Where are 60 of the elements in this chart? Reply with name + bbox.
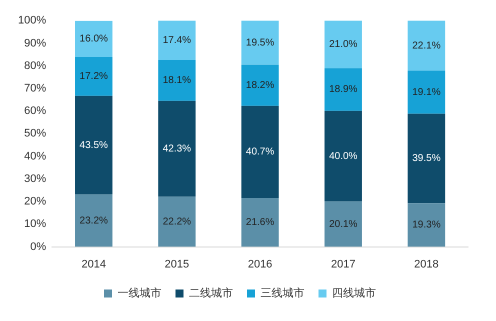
legend-label: 一线城市 [118, 286, 162, 300]
data-label: 16.0% [80, 34, 108, 45]
y-tick-label: 80% [24, 60, 46, 72]
x-tick-label: 2015 [164, 258, 190, 270]
x-tick-label: 2014 [81, 258, 106, 270]
bar [75, 20, 112, 58]
bar [241, 106, 279, 198]
y-tick-label: 20% [24, 196, 46, 208]
data-label: 18.9% [329, 84, 358, 96]
data-label: 22.2% [162, 216, 192, 228]
bar [158, 20, 196, 60]
data-label: 19.1% [412, 86, 441, 98]
bar [158, 100, 196, 197]
bar [408, 20, 446, 71]
bar [324, 20, 362, 68]
y-tick-label: 70% [24, 82, 46, 94]
bar [75, 194, 112, 247]
bar [241, 198, 279, 247]
bar [324, 68, 362, 111]
y-tick-label: 100% [18, 14, 46, 27]
data-label: 43.5% [80, 140, 108, 151]
y-tick-label: 30% [24, 172, 46, 185]
data-label: 42.3% [162, 143, 192, 154]
bar [158, 60, 196, 101]
legend-label: 三线城市 [260, 286, 304, 300]
data-label: 22.1% [412, 40, 441, 52]
y-tick-label: 40% [24, 150, 46, 162]
bar [75, 57, 112, 96]
data-label: 40.7% [246, 146, 274, 158]
data-label: 17.4% [162, 35, 192, 46]
data-label: 17.2% [80, 71, 108, 82]
bar [408, 203, 446, 247]
x-tick-label: 2017 [331, 258, 356, 270]
y-tick-label: 10% [24, 218, 46, 230]
bar [324, 110, 362, 202]
x-tick-label: 2018 [414, 258, 439, 270]
legend-label: 二线城市 [189, 286, 233, 300]
data-label: 40.0% [329, 150, 358, 162]
data-label: 20.1% [329, 218, 358, 230]
y-tick-label: 0% [30, 240, 46, 253]
y-tick-label: 90% [24, 37, 46, 50]
bar [158, 196, 196, 247]
bar [408, 70, 446, 114]
data-label: 21.6% [246, 217, 274, 228]
data-label: 19.3% [412, 220, 441, 231]
bar [241, 20, 279, 65]
y-tick-label: 50% [24, 128, 46, 140]
data-label: 19.5% [246, 37, 274, 48]
data-label: 18.1% [162, 75, 192, 86]
x-tick-label: 2016 [248, 258, 272, 270]
bar [324, 201, 362, 247]
data-label: 23.2% [80, 215, 108, 226]
data-label: 21.0% [329, 39, 358, 50]
bar [408, 114, 446, 204]
legend-label: 四线城市 [332, 286, 376, 300]
data-label: 18.2% [246, 80, 274, 92]
y-tick-label: 60% [24, 105, 46, 118]
bar [241, 64, 279, 106]
bar [75, 96, 112, 194]
data-label: 39.5% [412, 153, 441, 164]
